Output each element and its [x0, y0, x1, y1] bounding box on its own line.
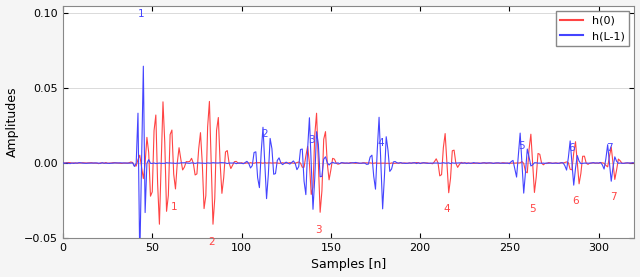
Y-axis label: Amplitudes: Amplitudes — [6, 86, 19, 157]
Text: 4: 4 — [444, 204, 451, 214]
Text: 3: 3 — [315, 225, 322, 235]
Text: 7: 7 — [610, 191, 616, 202]
Legend: h(0), h(L-1): h(0), h(L-1) — [556, 11, 629, 45]
Text: 5: 5 — [529, 204, 536, 214]
Text: 1: 1 — [138, 9, 145, 19]
Text: 2: 2 — [208, 237, 214, 247]
Text: 1: 1 — [170, 202, 177, 212]
Text: 2: 2 — [262, 129, 268, 139]
Text: 7: 7 — [606, 143, 612, 153]
Text: 6: 6 — [568, 143, 575, 153]
Text: 3: 3 — [308, 135, 314, 145]
X-axis label: Samples [n]: Samples [n] — [311, 258, 387, 271]
Text: 4: 4 — [378, 138, 384, 148]
Text: 6: 6 — [572, 196, 579, 206]
Text: 5: 5 — [518, 141, 525, 151]
